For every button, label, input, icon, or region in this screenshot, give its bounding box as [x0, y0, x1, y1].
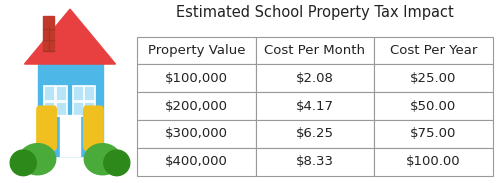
Ellipse shape	[10, 150, 36, 176]
Bar	[84, 86, 96, 101]
Ellipse shape	[20, 144, 56, 175]
Bar	[84, 102, 96, 116]
Bar	[38, 64, 102, 156]
Bar	[42, 16, 54, 51]
Ellipse shape	[84, 144, 120, 175]
Bar	[44, 102, 55, 116]
FancyBboxPatch shape	[84, 106, 103, 150]
Bar	[44, 86, 55, 101]
Bar	[60, 115, 80, 156]
Bar	[56, 86, 67, 101]
Text: Estimated School Property Tax Impact: Estimated School Property Tax Impact	[176, 5, 454, 20]
Ellipse shape	[104, 150, 130, 176]
FancyBboxPatch shape	[37, 106, 56, 150]
Bar	[56, 102, 67, 116]
Bar	[72, 102, 84, 116]
Bar	[72, 86, 84, 101]
Polygon shape	[24, 9, 116, 64]
